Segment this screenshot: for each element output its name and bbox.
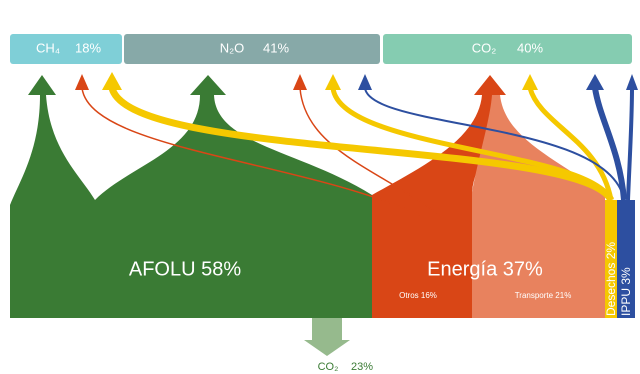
sink-label: CO₂	[318, 361, 339, 373]
otros-flow	[372, 75, 506, 318]
sink-arrow	[304, 318, 350, 356]
gas-share: 18%	[75, 40, 101, 55]
sector-label: AFOLU 58%	[129, 258, 241, 280]
sector-label: Energía 37%	[427, 258, 543, 280]
sector-label: IPPU 3%	[619, 267, 633, 316]
gas-share: 41%	[263, 40, 289, 55]
gas-label: CO₂	[472, 40, 497, 55]
sector-label: Desechos 2%	[604, 242, 618, 316]
arrow-heads	[75, 72, 638, 90]
transporte-flow	[472, 95, 605, 318]
gas-label: CH₄	[36, 40, 60, 55]
co2-box	[383, 34, 632, 64]
afolu-flow	[10, 75, 372, 318]
sink-share: 23%	[351, 361, 373, 373]
ch4-box	[10, 34, 122, 64]
part-label: Otros 16%	[399, 291, 437, 300]
ippu-flow	[617, 200, 635, 318]
flow-lines	[81, 86, 634, 216]
desechos-flow	[605, 200, 617, 318]
gas-label: N₂O	[220, 40, 245, 55]
part-label: Transporte 21%	[515, 291, 572, 300]
n2o-box	[124, 34, 380, 64]
gas-share: 40%	[517, 40, 543, 55]
